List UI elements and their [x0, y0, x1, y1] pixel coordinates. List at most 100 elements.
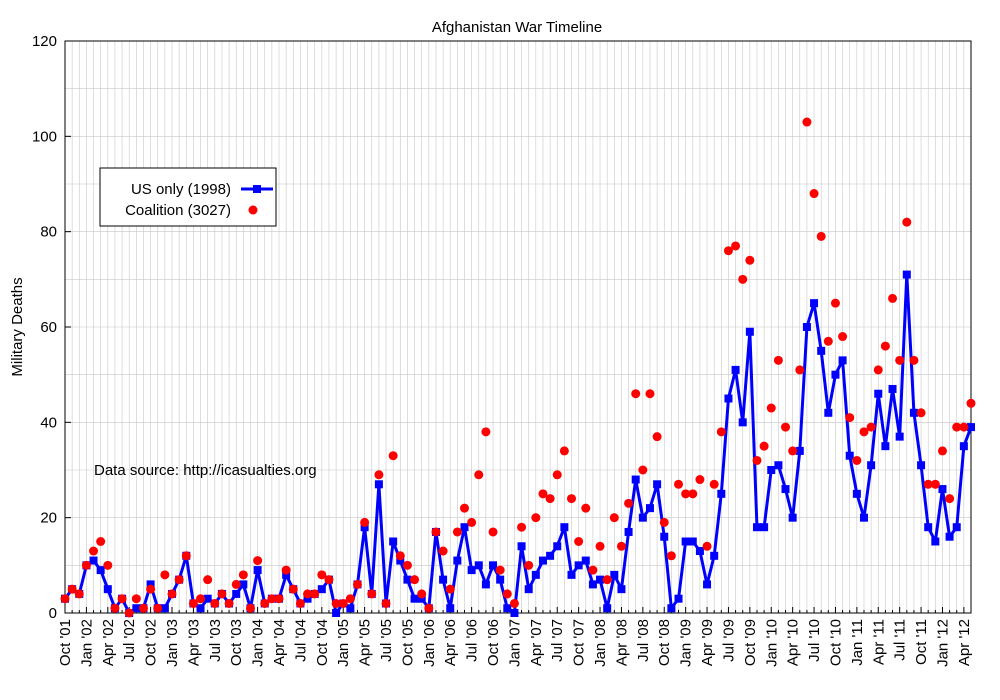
data-point-coalition	[60, 594, 70, 604]
data-point-coalition	[402, 560, 412, 570]
data-point-us-only	[496, 575, 505, 584]
x-tick-label: Oct '09	[742, 619, 759, 666]
data-point-coalition	[909, 355, 919, 365]
x-tick-label: Jan '02	[78, 619, 95, 667]
data-point-us-only	[588, 580, 597, 589]
data-point-coalition	[802, 117, 812, 127]
data-point-coalition	[517, 522, 527, 532]
data-point-us-only	[203, 594, 212, 603]
x-tick-label: Apr '09	[699, 619, 716, 666]
data-point-us-only	[781, 485, 790, 494]
x-tick-label: Oct '11	[913, 619, 930, 665]
data-point-us-only	[538, 556, 547, 565]
data-point-coalition	[67, 584, 77, 594]
data-point-us-only	[389, 537, 398, 546]
data-point-coalition	[245, 603, 255, 613]
y-axis-label: Military Deaths	[9, 277, 26, 376]
data-point-us-only	[867, 461, 876, 470]
data-point-us-only	[710, 551, 719, 560]
data-point-coalition	[324, 575, 334, 585]
data-point-us-only	[560, 523, 569, 532]
data-point-us-only	[959, 442, 968, 451]
data-point-coalition	[509, 598, 519, 608]
data-point-coalition	[388, 451, 398, 461]
x-tick-label: Oct '06	[485, 619, 502, 666]
x-tick-label: Apr '04	[271, 619, 288, 666]
data-point-us-only	[852, 489, 861, 498]
x-axis: Oct '01 Jan '02 Apr '02 Jul '02 Oct '02 Jan '…	[57, 607, 973, 667]
x-tick-label: Jan '06	[421, 619, 438, 667]
data-point-us-only	[703, 580, 712, 589]
data-point-us-only	[967, 423, 975, 432]
data-point-coalition	[788, 446, 798, 456]
data-point-us-only	[931, 537, 940, 546]
data-point-us-only	[410, 594, 419, 603]
data-point-coalition	[866, 422, 876, 432]
data-point-us-only	[688, 537, 697, 546]
data-point-coalition	[845, 413, 855, 423]
data-point-coalition	[930, 479, 940, 489]
data-point-coalition	[873, 365, 883, 375]
data-point-coalition	[103, 560, 113, 570]
data-point-us-only	[788, 513, 797, 522]
data-point-coalition	[467, 517, 477, 527]
data-point-coalition	[773, 355, 783, 365]
data-point-coalition	[281, 565, 291, 575]
data-point-coalition	[916, 408, 926, 418]
data-point-us-only	[282, 570, 291, 579]
data-point-us-only	[938, 485, 947, 494]
data-point-coalition	[731, 241, 741, 251]
data-point-coalition	[745, 255, 755, 265]
legend-label-coalition: Coalition (3027)	[125, 202, 231, 219]
data-point-coalition	[238, 570, 248, 580]
data-point-coalition	[367, 589, 377, 599]
data-point-coalition	[110, 603, 120, 613]
x-tick-label: Apr '02	[100, 619, 117, 666]
data-point-coalition	[830, 298, 840, 308]
data-point-coalition	[417, 589, 427, 599]
data-point-coalition	[895, 355, 905, 365]
data-point-coalition	[567, 494, 577, 504]
data-point-coalition	[438, 546, 448, 556]
data-point-coalition	[452, 527, 462, 537]
data-point-us-only	[681, 537, 690, 546]
data-point-coalition	[859, 427, 869, 437]
data-point-coalition	[288, 584, 298, 594]
data-point-coalition	[424, 603, 434, 613]
data-point-coalition	[645, 389, 655, 399]
data-point-us-only	[631, 475, 640, 484]
data-point-coalition	[431, 527, 441, 537]
data-point-us-only	[96, 566, 105, 575]
data-point-us-only	[674, 594, 683, 603]
x-tick-label: Jul '05	[378, 619, 395, 662]
data-point-coalition	[81, 560, 91, 570]
data-point-coalition	[723, 246, 733, 256]
data-point-us-only	[895, 432, 904, 441]
data-point-coalition	[459, 503, 469, 513]
y-tick-label: 60	[40, 319, 57, 336]
data-point-coalition	[838, 332, 848, 342]
data-point-coalition	[445, 584, 455, 594]
data-point-coalition	[638, 465, 648, 475]
data-point-coalition	[702, 541, 712, 551]
x-tick-label: Oct '07	[571, 619, 588, 666]
data-point-coalition	[274, 594, 284, 604]
data-point-us-only	[859, 513, 868, 522]
data-point-us-only	[146, 580, 155, 589]
data-point-us-only	[232, 589, 241, 598]
data-point-us-only	[574, 561, 583, 570]
data-point-us-only	[553, 542, 562, 551]
data-point-coalition	[545, 494, 555, 504]
data-point-us-only	[752, 523, 761, 532]
data-point-coalition	[952, 422, 962, 432]
data-point-coalition	[816, 231, 826, 241]
x-tick-label: Jan '04	[250, 619, 267, 667]
data-point-coalition	[395, 551, 405, 561]
data-point-coalition	[495, 565, 505, 575]
data-point-us-only	[802, 323, 811, 331]
data-point-us-only	[403, 575, 412, 584]
x-tick-label: Jan '05	[335, 619, 352, 667]
data-point-coalition	[345, 594, 355, 604]
data-point-us-only	[453, 556, 462, 565]
data-point-us-only	[638, 513, 647, 522]
